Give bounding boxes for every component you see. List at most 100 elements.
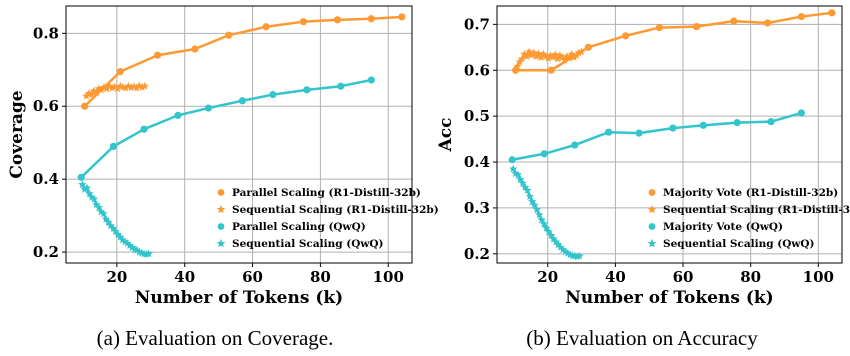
data-point	[109, 142, 118, 150]
legend-marker	[647, 204, 657, 214]
plot-frame	[496, 5, 843, 264]
data-point	[204, 104, 213, 112]
legend-label: Sequential Scaling (QwQ)	[232, 238, 384, 250]
legend: Parallel Scaling (R1-Distill-32b) Sequent…	[216, 187, 439, 250]
data-point	[572, 51, 581, 60]
x-axis-label: Number of Tokens (k)	[135, 288, 343, 308]
data-point	[797, 12, 806, 21]
data-point	[797, 109, 806, 117]
y-tick-label: 0.4	[464, 153, 490, 171]
data-point	[77, 173, 85, 181]
data-point	[763, 19, 772, 27]
legend-label: Majority Vote (QwQ)	[663, 221, 783, 233]
series-parallel-scaling-r1-distill-32b	[81, 13, 406, 110]
data-point	[367, 76, 375, 84]
data-point	[367, 15, 375, 23]
data-point	[137, 82, 147, 91]
data-point	[303, 86, 311, 94]
legend-item: Majority Vote (R1-Distill-32b)	[648, 187, 838, 199]
x-tick-label: 60	[242, 268, 263, 286]
data-point	[669, 124, 677, 132]
legend-item: Majority Vote (QwQ)	[648, 221, 783, 233]
legend-item: Sequential Scaling (QwQ)	[647, 238, 815, 250]
y-tick-label: 0.3	[464, 199, 490, 217]
series-sequential-scaling-qwq	[78, 180, 153, 258]
legend-marker	[217, 223, 225, 230]
legend-label: Sequential Scaling (QwQ)	[663, 238, 815, 250]
data-point	[527, 50, 536, 59]
data-point	[523, 186, 532, 194]
data-point	[532, 52, 541, 60]
legend-item: Sequential Scaling (QwQ)	[216, 238, 384, 250]
plot-frame	[65, 5, 413, 264]
legend-label: Majority Vote (R1-Distill-32b)	[663, 187, 838, 199]
data-point	[517, 54, 527, 63]
coverage-chart: 20 40 60 80 100 0.2 0.4 0.6 0.8 Number of Tokens …	[7, 5, 439, 308]
data-point	[733, 118, 741, 127]
data-point	[828, 9, 836, 17]
legend-item: Parallel Scaling (R1-Distill-32b)	[217, 187, 421, 199]
series-sequential-scaling-qwq	[509, 164, 584, 261]
data-point	[80, 185, 89, 193]
data-point	[577, 47, 586, 56]
data-point	[140, 81, 149, 90]
y-axis-label: Coverage	[7, 90, 27, 178]
legend-marker	[216, 238, 226, 248]
data-point	[635, 129, 643, 137]
data-point	[337, 82, 345, 90]
data-point	[730, 17, 738, 25]
data-point	[543, 54, 553, 62]
legend-marker	[217, 189, 225, 196]
data-point	[90, 194, 99, 203]
data-point	[522, 52, 531, 60]
data-point	[571, 141, 579, 149]
y-tick-label: 0.8	[33, 24, 59, 42]
series-line	[80, 78, 372, 179]
x-tick-label: 20	[106, 268, 127, 286]
data-point	[574, 48, 583, 57]
data-point	[508, 156, 516, 164]
data-point	[513, 62, 522, 71]
legend-label: Parallel Scaling (QwQ)	[232, 221, 366, 233]
data-point	[127, 83, 136, 92]
data-point	[82, 91, 91, 100]
data-point	[225, 31, 233, 39]
legend-marker	[648, 223, 656, 230]
data-point	[116, 68, 124, 76]
data-point	[547, 66, 555, 74]
legend-label: Sequential Scaling (R1-Distill-32b)	[663, 204, 850, 216]
legend-item: Sequential Scaling (R1-Distill-32b)	[216, 204, 439, 216]
data-point	[102, 84, 111, 93]
data-point	[108, 83, 117, 92]
data-point	[655, 23, 663, 32]
data-point	[82, 183, 92, 192]
x-tick-label: 80	[310, 268, 331, 286]
data-point	[97, 85, 106, 94]
y-tick-label: 0.4	[33, 170, 59, 188]
data-point	[767, 118, 775, 126]
legend-label: Parallel Scaling (R1-Distill-32b)	[232, 187, 421, 199]
series-sequential-scaling-r1-distill-32b	[513, 47, 586, 71]
data-point	[584, 43, 592, 51]
y-tick-label: 0.6	[33, 97, 59, 115]
data-point	[398, 13, 406, 21]
legend-marker	[648, 189, 656, 196]
data-point	[605, 128, 613, 136]
accuracy-chart: 20 40 60 80 100 0.2 0.3 0.4 0.5 0.6 0.7 Number of T…	[436, 5, 850, 308]
x-tick-label: 40	[174, 268, 195, 286]
data-point	[548, 53, 557, 61]
accuracy-caption: (b) Evaluation on Accuracy	[526, 326, 758, 350]
y-tick-label: 0.6	[464, 61, 490, 79]
data-point	[121, 83, 130, 92]
data-point	[333, 16, 341, 24]
data-point	[191, 45, 199, 53]
x-tick-label: 100	[373, 268, 404, 286]
series-parallel-scaling-qwq	[77, 76, 375, 181]
data-point	[262, 23, 270, 31]
data-point	[575, 251, 584, 260]
data-point	[132, 83, 141, 92]
data-point	[621, 32, 630, 40]
legend-item: Parallel Scaling (QwQ)	[217, 221, 366, 233]
data-point	[692, 23, 701, 31]
x-tick-label: 60	[673, 268, 694, 286]
